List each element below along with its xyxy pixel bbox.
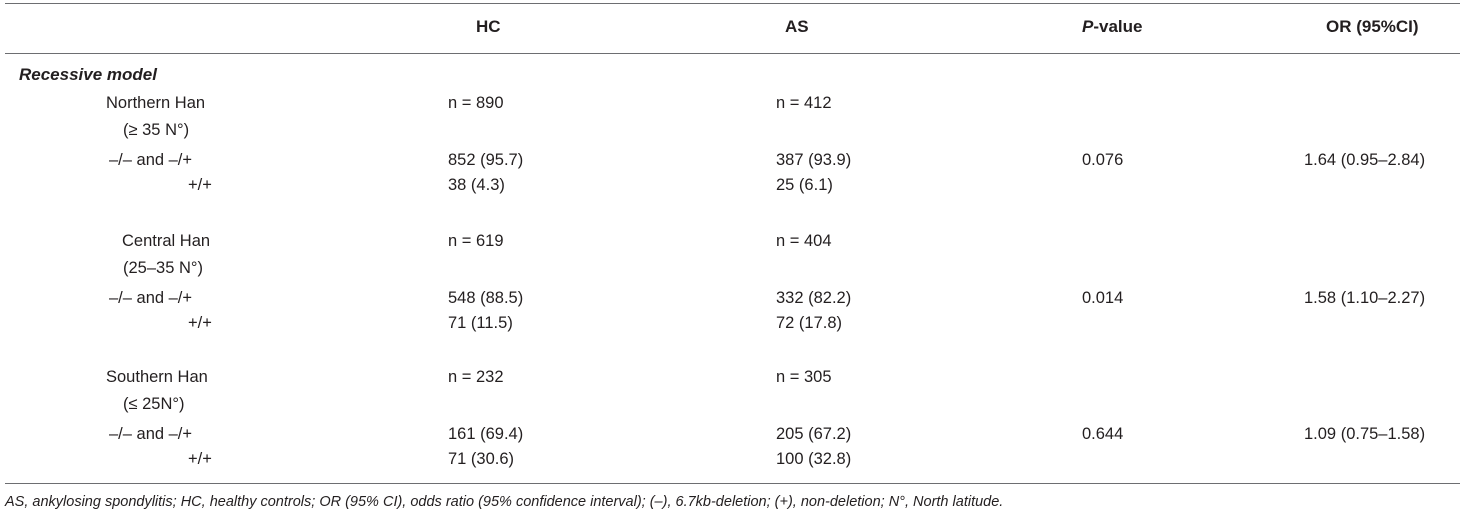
as-genotype-2: 72 (17.8)	[776, 314, 843, 332]
hc-genotype-2: 38 (4.3)	[448, 176, 505, 194]
column-header-or: OR (95%CI)	[1326, 17, 1419, 36]
group-name: Southern Han	[106, 368, 208, 386]
hc-n: n = 890	[448, 94, 504, 112]
group-southern-han: Southern Han (≤ 25N°) n = 232 n = 305 –/…	[0, 366, 1460, 476]
p-value: 0.076	[1082, 151, 1124, 169]
as-n: n = 404	[776, 232, 832, 250]
hc-genotype-1: 548 (88.5)	[448, 289, 524, 307]
group-central-han: Central Han (25–35 N°) n = 619 n = 404 –…	[0, 230, 1460, 340]
group-latitude: (≤ 25N°)	[123, 395, 185, 413]
column-header-hc: HC	[476, 17, 501, 36]
column-header-p-letter: P	[1082, 17, 1094, 36]
group-name: Central Han	[122, 232, 211, 250]
genotype-label-2: +/+	[188, 176, 212, 194]
table-bottom-rule	[5, 483, 1460, 484]
odds-ratio: 1.64 (0.95–2.84)	[1304, 151, 1426, 169]
as-genotype-2: 25 (6.1)	[776, 176, 833, 194]
table-top-rule	[5, 3, 1460, 4]
genotype-label-2: +/+	[188, 314, 212, 332]
genotype-label-2: +/+	[188, 450, 212, 468]
as-n: n = 305	[776, 368, 832, 386]
genotype-label-1: –/– and –/+	[109, 151, 193, 169]
hc-genotype-2: 71 (30.6)	[448, 450, 515, 468]
model-title: Recessive model	[19, 65, 157, 84]
column-header-as: AS	[785, 17, 809, 36]
odds-ratio: 1.58 (1.10–2.27)	[1304, 289, 1426, 307]
table-footnote: AS, ankylosing spondylitis; HC, healthy …	[5, 494, 1004, 510]
as-n: n = 412	[776, 94, 832, 112]
genotype-label-1: –/– and –/+	[109, 425, 193, 443]
p-value: 0.644	[1082, 425, 1124, 443]
group-latitude: (≥ 35 N°)	[123, 121, 190, 139]
group-northern-han: Northern Han (≥ 35 N°) n = 890 n = 412 –…	[0, 92, 1460, 202]
as-genotype-1: 387 (93.9)	[776, 151, 852, 169]
as-genotype-1: 205 (67.2)	[776, 425, 852, 443]
as-genotype-1: 332 (82.2)	[776, 289, 852, 307]
hc-genotype-2: 71 (11.5)	[448, 314, 513, 332]
hc-genotype-1: 161 (69.4)	[448, 425, 524, 443]
p-value: 0.014	[1082, 289, 1124, 307]
genotype-label-1: –/– and –/+	[109, 289, 193, 307]
hc-n: n = 232	[448, 368, 504, 386]
header-bottom-rule	[5, 53, 1460, 54]
column-header-p-value: P-value	[1082, 17, 1142, 37]
hc-n: n = 619	[448, 232, 504, 250]
as-genotype-2: 100 (32.8)	[776, 450, 852, 468]
column-header-p-suffix: -value	[1093, 17, 1143, 36]
group-name: Northern Han	[106, 94, 206, 112]
odds-ratio: 1.09 (0.75–1.58)	[1304, 425, 1426, 443]
group-latitude: (25–35 N°)	[123, 259, 203, 277]
hc-genotype-1: 852 (95.7)	[448, 151, 524, 169]
